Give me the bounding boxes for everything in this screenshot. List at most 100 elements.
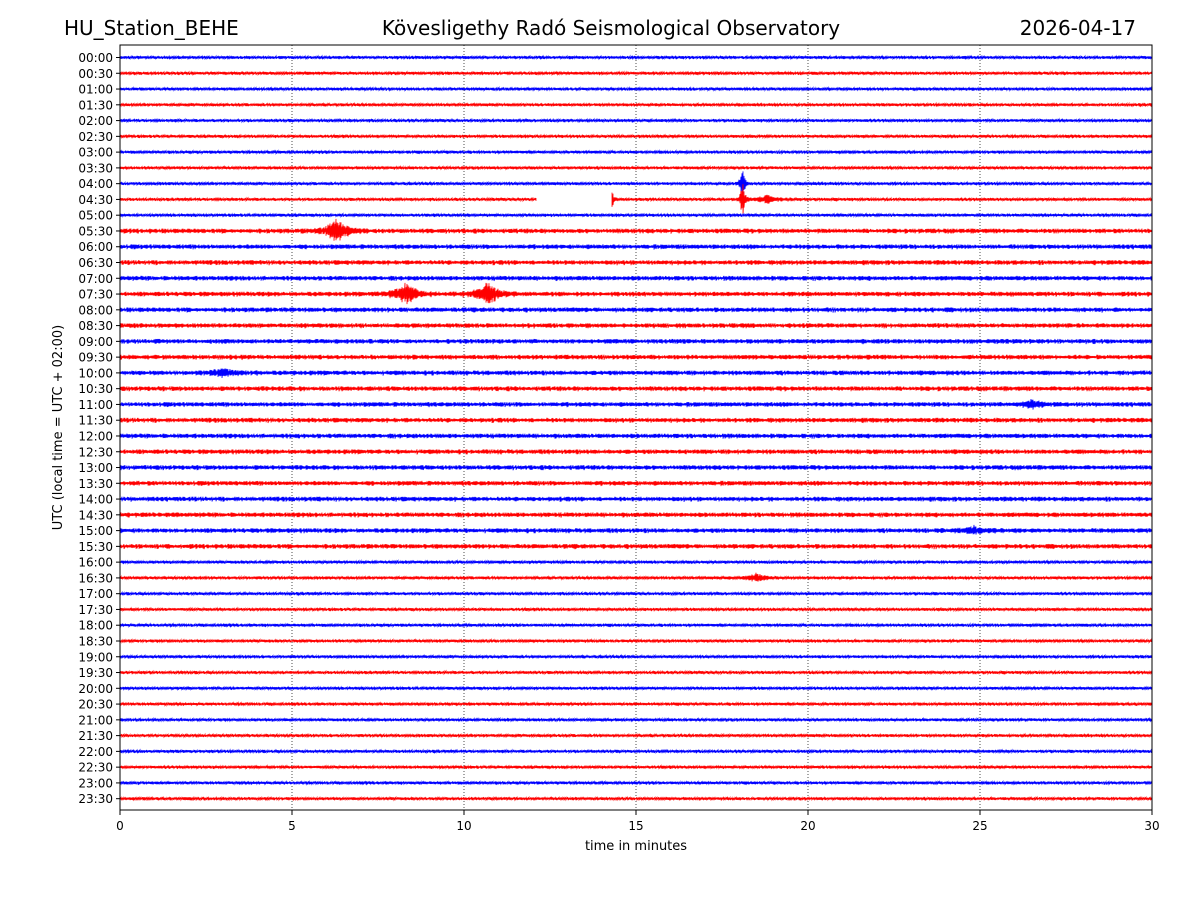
trace-row-0300 <box>119 149 1153 155</box>
trace-row-2030 <box>119 701 1153 707</box>
y-tick-label: 12:00 <box>78 429 113 443</box>
trace-group <box>119 54 1153 802</box>
y-tick-label: 08:30 <box>78 319 113 333</box>
y-tick-label: 01:30 <box>78 98 113 112</box>
x-tick-label: 10 <box>456 819 471 833</box>
trace-row-0230 <box>119 133 1153 140</box>
y-tick-label: 01:00 <box>78 83 113 97</box>
trace-row-2330 <box>119 795 1153 802</box>
y-tick-label: 16:00 <box>78 556 113 570</box>
x-tick-label: 20 <box>800 819 815 833</box>
trace-row-1900 <box>119 653 1153 660</box>
y-tick-label: 03:30 <box>78 161 113 175</box>
y-tick-label: 06:30 <box>78 256 113 270</box>
trace-row-1130 <box>119 417 1153 424</box>
trace-row-0900 <box>119 338 1153 345</box>
plot-frame <box>119 44 1153 811</box>
trace-row-0000 <box>119 54 1153 61</box>
trace-row-0030 <box>119 70 1153 77</box>
trace-row-1330 <box>119 480 1153 487</box>
y-tick-label: 02:30 <box>78 130 113 144</box>
trace-row-1600 <box>119 559 1153 565</box>
y-tick-label: 18:00 <box>78 619 113 633</box>
y-tick-label: 19:30 <box>78 666 113 680</box>
y-tick-label: 13:00 <box>78 461 113 475</box>
y-tick-label: 07:30 <box>78 288 113 302</box>
y-tick-label: 03:00 <box>78 146 113 160</box>
trace-row-2130 <box>119 732 1153 739</box>
y-tick-label: 11:00 <box>78 398 113 412</box>
y-tick-label: 04:00 <box>78 177 113 191</box>
trace-row-0200 <box>119 117 1153 124</box>
trace-row-0130 <box>119 101 1153 108</box>
x-tick-label: 5 <box>288 819 296 833</box>
trace-row-0730 <box>119 282 1153 305</box>
trace-row-1800 <box>119 622 1153 629</box>
y-tick-label: 13:30 <box>78 477 113 491</box>
trace-row-0700 <box>119 275 1153 282</box>
y-tick-label: 09:30 <box>78 351 113 365</box>
y-tick-label: 17:30 <box>78 603 113 617</box>
y-tick-label: 11:30 <box>78 414 113 428</box>
y-tick-label: 14:00 <box>78 493 113 507</box>
y-tick-label: 10:30 <box>78 382 113 396</box>
chart-title: Kövesligethy Radó Seismological Observat… <box>381 16 841 40</box>
chart-date: 2026-04-17 <box>1019 16 1136 40</box>
x-tick-label: 25 <box>972 819 987 833</box>
y-tick-label: 04:30 <box>78 193 113 207</box>
y-tick-label: 15:00 <box>78 524 113 538</box>
y-axis-label: UTC (local time = UTC + 02:00) <box>51 325 66 530</box>
y-tick-label: 02:00 <box>78 114 113 128</box>
trace-row-1500 <box>119 524 1153 535</box>
y-tick-label: 20:00 <box>78 682 113 696</box>
trace-row-2300 <box>119 779 1153 786</box>
trace-row-2100 <box>119 716 1153 723</box>
y-tick-label: 21:30 <box>78 729 113 743</box>
x-tick-label: 15 <box>628 819 643 833</box>
trace-row-1430 <box>119 512 1153 518</box>
trace-row-2200 <box>119 748 1153 755</box>
x-tick-label: 0 <box>116 819 124 833</box>
trace-row-1030 <box>119 385 1153 392</box>
x-axis-label: time in minutes <box>585 839 687 854</box>
y-tick-label: 23:30 <box>78 792 113 806</box>
trace-row-1300 <box>119 464 1153 471</box>
y-tick-label: 09:00 <box>78 335 113 349</box>
y-tick-label: 06:00 <box>78 240 113 254</box>
y-tick-label: 23:00 <box>78 776 113 790</box>
station-name: HU_Station_BEHE <box>64 16 239 40</box>
trace-row-1230 <box>119 449 1153 455</box>
y-tick-label: 12:30 <box>78 445 113 459</box>
y-tick-label: 20:30 <box>78 698 113 712</box>
x-tick-label: 30 <box>1144 819 1159 833</box>
y-tick-label: 22:30 <box>78 761 113 775</box>
y-tick-label: 00:00 <box>78 51 113 65</box>
trace-row-1200 <box>119 433 1153 439</box>
trace-row-0930 <box>119 354 1153 361</box>
trace-row-0430 <box>119 184 1153 216</box>
trace-row-1000 <box>119 368 1153 379</box>
y-tick-label: 14:30 <box>78 508 113 522</box>
y-tick-label: 21:00 <box>78 713 113 727</box>
y-tick-label: 08:00 <box>78 303 113 317</box>
trace-row-1830 <box>119 637 1153 644</box>
y-tick-label: 07:00 <box>78 272 113 286</box>
trace-row-1100 <box>119 399 1153 410</box>
trace-row-1530 <box>119 543 1153 550</box>
y-tick-label: 10:00 <box>78 366 113 380</box>
trace-row-1930 <box>119 669 1153 676</box>
y-tick-label: 19:00 <box>78 650 113 664</box>
trace-row-0100 <box>119 86 1153 92</box>
y-tick-label: 18:30 <box>78 634 113 648</box>
trace-row-0400 <box>119 171 1153 194</box>
y-tick-label: 15:30 <box>78 540 113 554</box>
trace-row-1700 <box>119 590 1153 597</box>
y-tick-label: 16:30 <box>78 571 113 585</box>
trace-row-0630 <box>119 259 1153 266</box>
trace-row-0530 <box>119 218 1153 241</box>
trace-row-0830 <box>119 322 1153 329</box>
x-tick-group: 0 5 10 15 20 25 30 <box>116 810 1160 833</box>
trace-row-2000 <box>119 685 1153 692</box>
